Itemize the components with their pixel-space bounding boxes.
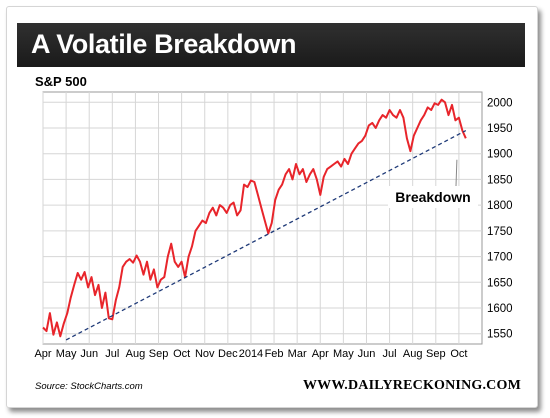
y-tick-label: 1900 [487, 149, 513, 161]
y-tick-label: 1750 [487, 226, 513, 238]
x-tick-label: Jul [383, 348, 397, 360]
x-tick-label: Apr [312, 348, 329, 360]
brand-url: WWW.DAILYRECKONING.COM [302, 378, 521, 393]
y-tick-label: 1950 [487, 123, 513, 135]
sp500-series-line [42, 98, 467, 338]
x-tick-label: Sep [149, 348, 169, 360]
y-tick-label: 2000 [487, 97, 513, 109]
x-tick-label: Dec [218, 348, 238, 360]
y-tick-label: 1600 [487, 303, 513, 315]
chart-subtitle: S&P 500 [35, 74, 87, 89]
x-tick-label: Oct [450, 348, 467, 360]
x-tick-label: Feb [265, 348, 284, 360]
chart-title: A Volatile Breakdown [31, 29, 297, 59]
x-tick-label: Aug [403, 348, 423, 360]
trendline [65, 130, 467, 341]
x-tick-label: Nov [195, 348, 215, 360]
x-tick-label: Jul [105, 348, 119, 360]
y-tick-label: 1550 [487, 329, 513, 341]
title-bar: A Volatile Breakdown [17, 23, 525, 67]
y-tick-label: 1800 [487, 200, 513, 212]
y-tick-label: 1650 [487, 277, 513, 289]
annotation-pointer [455, 159, 458, 187]
x-tick-label: Apr [34, 348, 51, 360]
x-tick-label: 2014 [239, 348, 263, 360]
x-tick-label: Oct [173, 348, 190, 360]
y-tick-label: 1700 [487, 252, 513, 264]
x-tick-label: Sep [426, 348, 446, 360]
x-tick-label: Jun [80, 348, 98, 360]
y-tick-label: 1850 [487, 174, 513, 186]
annotation-bg [388, 186, 478, 208]
x-tick-label: Aug [126, 348, 146, 360]
x-tick-label: May [56, 348, 77, 360]
x-tick-label: Jun [358, 348, 376, 360]
annotation-label: Breakdown [395, 189, 470, 205]
x-tick-label: Mar [288, 348, 307, 360]
x-tick-label: May [333, 348, 354, 360]
source-note: Source: StockCharts.com [35, 381, 143, 392]
